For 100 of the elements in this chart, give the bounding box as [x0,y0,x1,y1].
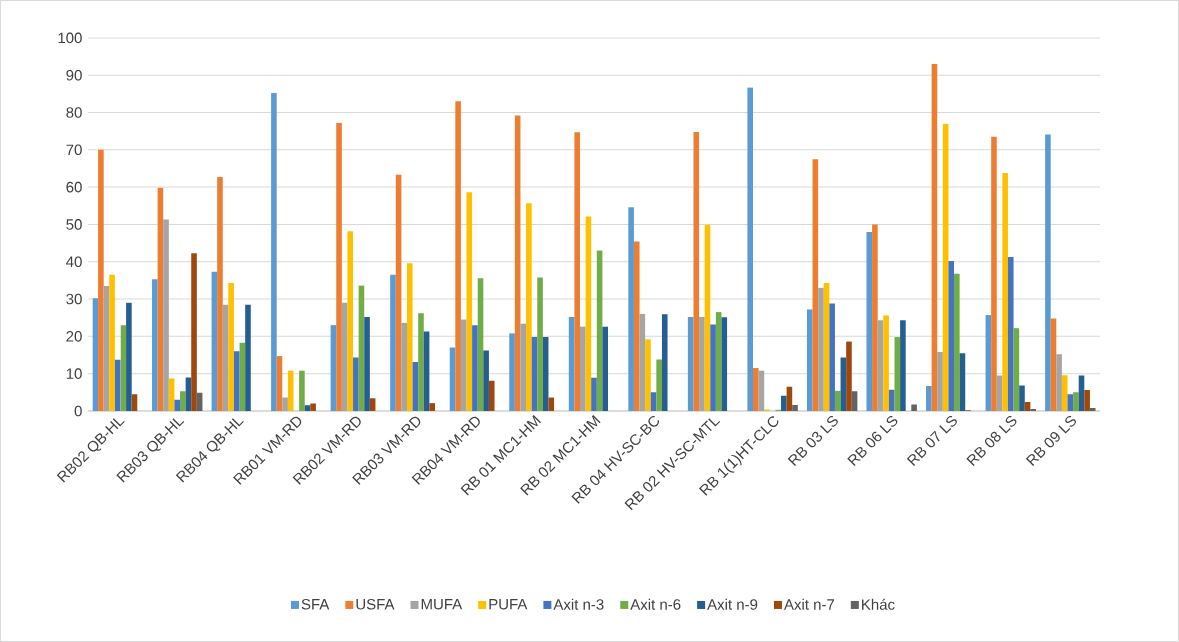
bar [126,302,132,411]
bar [747,87,754,411]
bar [180,391,186,411]
bar [877,320,884,411]
bar [866,231,873,411]
y-tick-label: 100 [58,32,82,44]
legend-label: Axit n-9 [707,598,758,610]
bar [894,337,901,411]
bar [633,241,640,411]
bar [460,319,467,411]
bar [526,203,532,411]
bar [883,315,889,411]
bar [1084,390,1090,411]
bar [1089,408,1096,411]
bar [580,326,586,411]
bar [390,274,396,411]
bar [548,397,555,411]
bar [656,359,662,411]
bar [271,93,277,411]
bar [710,324,716,411]
bar [834,390,841,411]
bar [488,380,495,411]
bar [401,322,407,411]
x-tick-label: RB 06 LS [847,416,898,467]
bar [872,224,878,411]
bar [287,370,294,411]
y-tick-label: 60 [66,181,82,193]
bar [602,326,608,411]
x-tick-label: RB 03 LS [787,416,838,467]
bar [364,316,370,411]
bar [661,314,668,411]
bar [1061,375,1068,411]
bar [406,263,413,411]
bar [120,325,127,411]
bar [1073,392,1079,411]
bar [245,304,251,411]
bar [900,320,906,411]
bar [926,386,932,411]
bar [98,149,104,411]
bar [304,405,311,411]
bar [1045,134,1051,411]
bar [353,357,359,411]
bar [851,391,858,411]
bar [781,395,787,411]
bar [650,392,657,411]
legend-label: SFA [301,599,330,610]
bar [1024,402,1031,411]
bar [937,352,943,411]
bar [233,351,240,411]
bar [423,331,430,411]
y-tick-label: 10 [66,368,82,379]
bar [418,313,424,411]
y-tick-label: 0 [74,405,82,417]
legend-label: Axit n-7 [784,598,835,610]
bar [455,101,461,411]
bar [792,405,798,411]
legend-label: PUFA [489,599,528,610]
bar [1056,354,1062,411]
x-tick-label: RB 07 LS [906,416,957,467]
bar [109,274,115,411]
bar [574,132,580,411]
bar [818,287,824,411]
legend-label: Axit n-6 [630,598,681,610]
bar [721,317,728,411]
x-tick-label: RB 08 LS [966,416,1017,467]
bar [174,399,181,411]
bar [911,404,917,411]
bar [347,231,354,411]
bar [299,370,305,411]
legend-label: USFA [356,599,395,610]
legend-label: MUFA [421,599,463,610]
bar [753,368,759,411]
legend-label: Axit n-3 [553,598,604,610]
bar [991,136,997,411]
y-tick-label: 40 [66,256,82,268]
bar [369,398,376,411]
bar [310,403,316,411]
x-tick-label: RB 09 LS [1025,416,1077,467]
bar [509,333,515,411]
bar [163,219,169,411]
bar [693,131,700,411]
y-tick-label: 20 [66,331,82,342]
bar [131,394,138,411]
bar [628,207,634,411]
bar [191,253,197,411]
bar [959,353,966,411]
bar [520,323,527,411]
bar [806,309,813,411]
y-tick-label: 90 [66,69,82,81]
bar [699,316,705,411]
bar [228,283,234,411]
bar [537,277,543,411]
bar [1019,385,1025,411]
y-tick-label: 50 [66,219,82,230]
bar [336,123,342,411]
bar [276,356,283,411]
y-tick-label: 70 [66,144,82,156]
y-tick-label: 30 [66,293,82,305]
bar [282,397,288,411]
bar [429,403,435,411]
